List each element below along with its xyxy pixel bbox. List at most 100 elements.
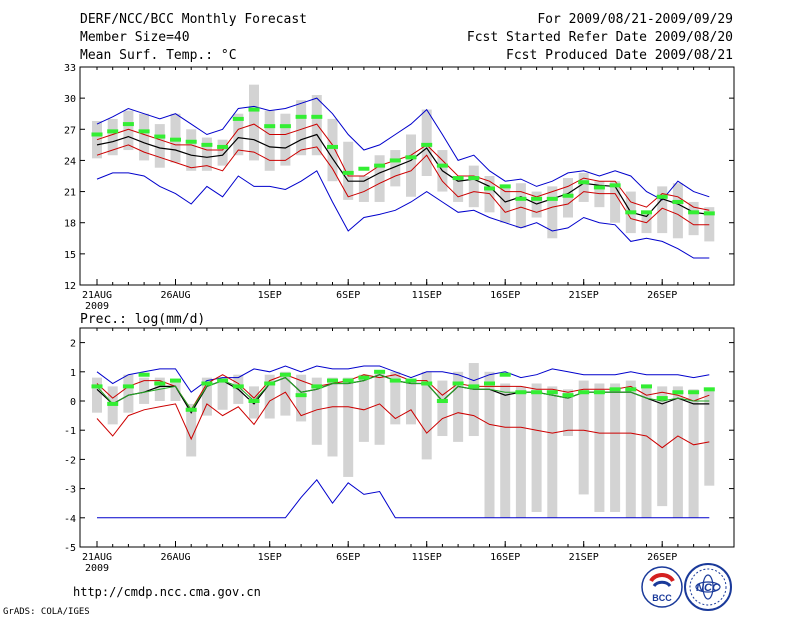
precip-marker-day-21 xyxy=(405,378,417,383)
precip-box-day-21 xyxy=(406,380,416,425)
precip-box-day-26 xyxy=(484,371,495,518)
source-url[interactable]: http://cmdp.ncc.cma.gov.cn xyxy=(73,585,261,599)
temp-xtick-label-26AUG: 26AUG xyxy=(160,290,190,301)
precip-marker-day-19 xyxy=(374,369,386,374)
precip-box-day-22 xyxy=(421,371,432,460)
fcst-started-date: Fcst Started Refer Date 2009/08/20 xyxy=(467,30,733,45)
temp-box-day-22 xyxy=(421,109,432,176)
precip-box-day-20 xyxy=(390,371,401,425)
precip-line-green xyxy=(96,374,710,411)
temp-box-day-24 xyxy=(453,176,464,202)
precip-xtick-label-16SEP: 16SEP xyxy=(490,552,520,563)
precip-box-day-33 xyxy=(594,383,605,512)
precip-box-day-27 xyxy=(500,383,511,518)
chart-title: DERF/NCC/BCC Monthly Forecast xyxy=(80,12,307,27)
precip-marker-day-3 xyxy=(122,384,134,389)
precip-marker-day-35 xyxy=(625,387,637,392)
precip-box-day-39 xyxy=(688,389,699,518)
precip-box-day-25 xyxy=(468,363,479,437)
precip-marker-day-33 xyxy=(593,390,605,395)
temp-ytick-label-33: 33 xyxy=(64,63,76,74)
precip-marker-day-32 xyxy=(578,390,590,395)
precip-box-day-7 xyxy=(186,403,197,457)
precip-box-day-35 xyxy=(625,380,636,518)
temp-marker-day-25 xyxy=(468,176,480,181)
precip-marker-day-31 xyxy=(562,393,574,398)
precip-box-day-18 xyxy=(358,374,369,442)
precip-box-day-17 xyxy=(343,377,354,477)
temp-box-day-18 xyxy=(358,176,369,202)
bcc-logo-text: BCC xyxy=(652,593,672,603)
temp-line-min xyxy=(96,170,710,259)
temp-line-mean xyxy=(96,133,710,218)
temp-marker-day-21 xyxy=(405,155,417,160)
precip-xtick-label-26SEP: 26SEP xyxy=(647,552,677,563)
temp-marker-day-30 xyxy=(546,196,558,201)
precip-box-day-34 xyxy=(610,383,621,512)
precip-ytick-label--2: -2 xyxy=(64,455,76,466)
precipitation-axes: -5 -4 -3 -2 -1 0 1 2 21AUG 26AUG 1SEP 6SEP 11SEP 16SE… xyxy=(64,328,734,574)
temp-xtick-label-11SEP: 11SEP xyxy=(412,290,442,301)
precip-marker-day-9 xyxy=(217,378,229,383)
precip-marker-day-27 xyxy=(499,372,511,377)
precip-marker-day-8 xyxy=(201,381,213,386)
precip-box-day-8 xyxy=(201,377,212,416)
precip-box-day-14 xyxy=(296,374,307,422)
temp-ytick-label-24: 24 xyxy=(64,156,76,167)
precip-box-day-23 xyxy=(437,380,448,437)
temp-line-max xyxy=(96,97,710,201)
temp-box-day-17 xyxy=(343,141,354,200)
temp-xtick-label-16SEP: 16SEP xyxy=(490,290,520,301)
temp-box-day-37 xyxy=(657,186,668,234)
temp-line-upper xyxy=(96,123,710,211)
precipitation-plot-frame xyxy=(79,327,735,548)
precip-xtick-label-21AUG: 21AUG xyxy=(82,552,112,563)
precip-marker-day-26 xyxy=(484,381,495,386)
temp-ytick-label-12: 12 xyxy=(64,281,76,292)
temp-box-day-2 xyxy=(107,118,118,156)
precip-box-day-36 xyxy=(641,386,652,518)
precip-line-max xyxy=(96,365,710,393)
temp-box-day-3 xyxy=(123,110,134,151)
temp-box-day-34 xyxy=(610,181,621,223)
temp-box-day-4 xyxy=(139,113,150,161)
precip-box-day-16 xyxy=(327,377,338,457)
temp-marker-day-36 xyxy=(641,210,652,215)
temp-box-day-31 xyxy=(563,178,573,218)
precip-box-day-15 xyxy=(311,377,322,445)
precip-marker-day-28 xyxy=(515,390,527,395)
precip-box-day-4 xyxy=(139,377,150,404)
ncc-logo-text: NCC xyxy=(696,582,721,594)
precip-ytick-label--4: -4 xyxy=(64,514,76,525)
temp-marker-day-26 xyxy=(484,186,495,191)
precip-ytick-label-2: 2 xyxy=(70,339,76,350)
temperature-panel: 12 15 18 21 24 27 30 33 21AUG 26AUG 1SEP 6SEP 11SEP 1… xyxy=(64,63,735,312)
precip-marker-day-11 xyxy=(248,399,260,403)
precip-marker-day-23 xyxy=(436,399,448,403)
temp-ytick-label-15: 15 xyxy=(64,250,76,261)
temp-box-day-7 xyxy=(186,129,197,171)
temp-ytick-label-30: 30 xyxy=(64,94,76,105)
precip-line-lower xyxy=(96,391,710,449)
precip-marker-day-12 xyxy=(264,381,276,386)
precip-year-label: 2009 xyxy=(85,563,109,574)
temp-xtick-label-6SEP: 6SEP xyxy=(336,290,360,301)
precip-line-min xyxy=(97,478,710,519)
precip-marker-day-39 xyxy=(688,390,700,395)
precip-marker-day-40 xyxy=(703,387,715,392)
precip-xtick-label-6SEP: 6SEP xyxy=(336,552,360,563)
precip-marker-day-17 xyxy=(342,378,354,383)
precip-marker-day-18 xyxy=(358,375,370,380)
precip-box-day-12 xyxy=(264,374,275,419)
precip-box-day-24 xyxy=(453,371,464,442)
temp-marker-day-14 xyxy=(295,114,307,119)
precip-marker-day-34 xyxy=(609,387,621,392)
temp-box-day-12 xyxy=(264,110,275,171)
fcst-produced-date: Fcst Produced Date 2009/08/21 xyxy=(506,48,733,63)
precip-marker-day-15 xyxy=(311,384,323,389)
temp-marker-day-31 xyxy=(562,193,574,198)
precip-box-day-1 xyxy=(92,377,102,413)
precip-box-day-19 xyxy=(374,371,385,445)
precip-ytick-label--1: -1 xyxy=(64,426,76,437)
temp-box-day-30 xyxy=(547,186,558,239)
